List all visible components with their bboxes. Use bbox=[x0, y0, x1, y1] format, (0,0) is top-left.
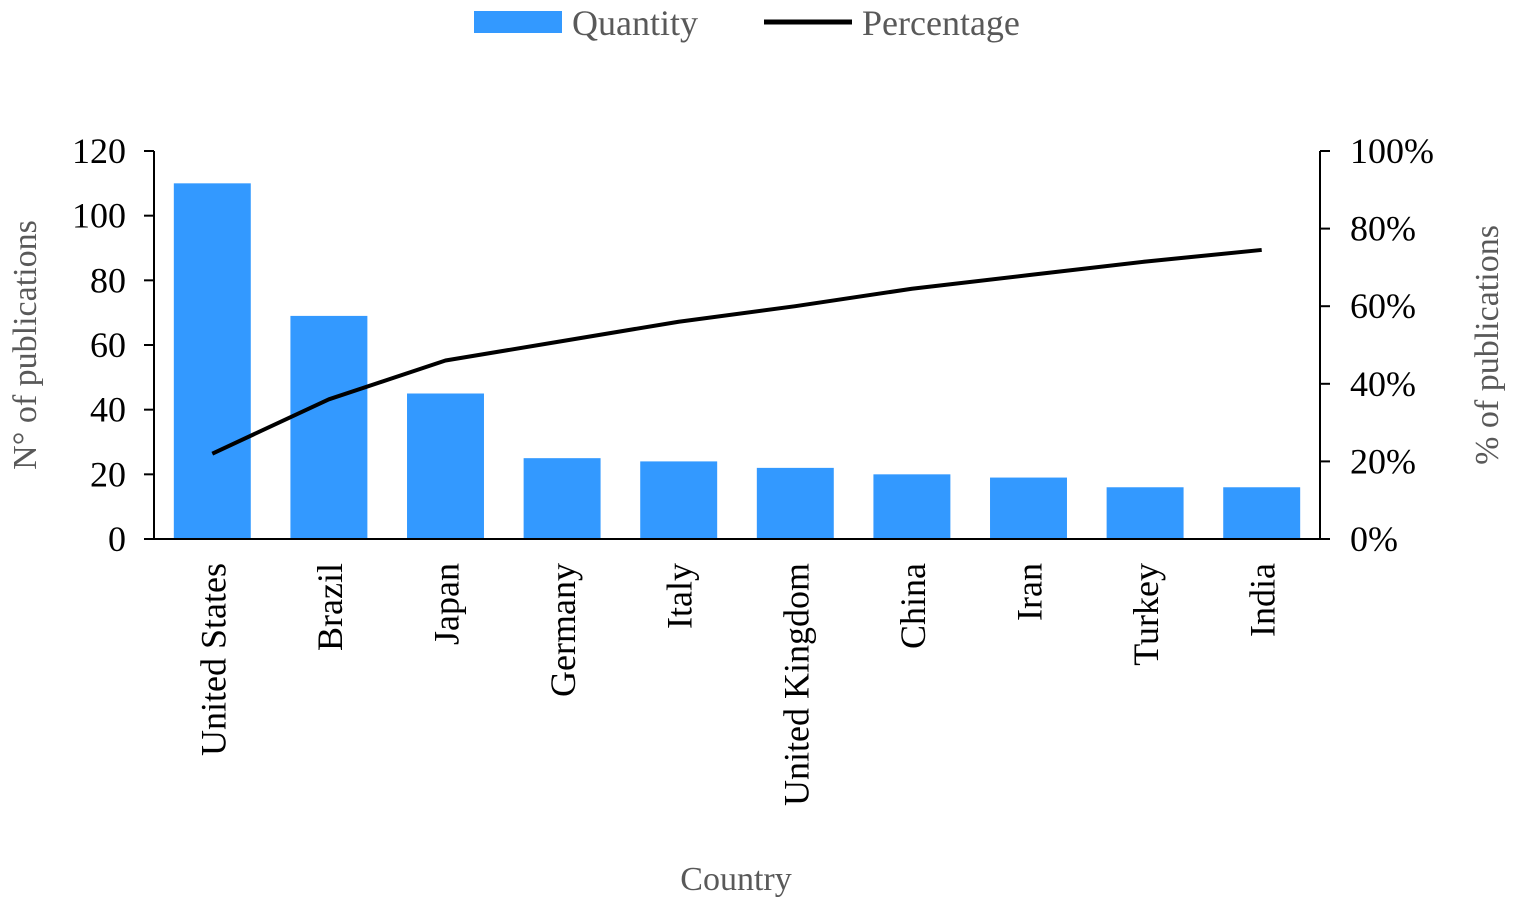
x-axis-title: Country bbox=[680, 861, 791, 898]
bar-1 bbox=[290, 315, 368, 539]
y2-tick-label: 0% bbox=[1350, 519, 1398, 559]
bars-layer bbox=[173, 183, 1301, 540]
y-tick-label: 120 bbox=[72, 131, 126, 171]
category-label: China bbox=[893, 563, 933, 649]
legend-swatch-quantity bbox=[474, 11, 562, 33]
series-line-percentage bbox=[211, 247, 1262, 456]
bar-6 bbox=[873, 474, 951, 539]
bar-4 bbox=[640, 461, 718, 539]
bar-7 bbox=[990, 477, 1067, 539]
bar-2 bbox=[407, 393, 484, 539]
line-layer bbox=[211, 247, 1262, 456]
category-label: United States bbox=[193, 563, 233, 756]
y-tick-label: 100 bbox=[72, 196, 126, 236]
legend-label-quantity: Quantity bbox=[572, 3, 698, 43]
y-tick-label: 20 bbox=[90, 454, 126, 494]
tick-labels: 0 20 40 60 80 100 120 0% 20% 40% 60% 80% 100% bbox=[72, 131, 1434, 559]
bar-9 bbox=[1223, 487, 1301, 539]
y-axis-title: N° of publications bbox=[7, 220, 44, 470]
y2-tick-label: 60% bbox=[1350, 286, 1416, 326]
y-tick-label: 0 bbox=[108, 519, 126, 559]
y-tick-label: 60 bbox=[90, 325, 126, 365]
y2-tick-label: 20% bbox=[1350, 441, 1416, 481]
category-label: Turkey bbox=[1126, 563, 1166, 666]
category-label: Iran bbox=[1010, 563, 1050, 621]
legend-label-percentage: Percentage bbox=[862, 3, 1020, 43]
bar-0 bbox=[173, 183, 251, 540]
category-label: Germany bbox=[543, 563, 583, 697]
y-tick-label: 40 bbox=[90, 390, 126, 430]
category-label: India bbox=[1243, 563, 1283, 637]
y2-tick-label: 40% bbox=[1350, 364, 1416, 404]
category-label: Italy bbox=[660, 563, 700, 629]
category-label: Japan bbox=[427, 563, 467, 645]
category-label: Brazil bbox=[310, 563, 350, 651]
y2-axis-title: % of publications bbox=[1469, 225, 1506, 465]
y-tick-label: 80 bbox=[90, 260, 126, 300]
bar-5 bbox=[756, 467, 834, 539]
category-label: United Kingdom bbox=[776, 563, 816, 806]
bar-3 bbox=[523, 458, 601, 539]
legend: Quantity Percentage bbox=[474, 3, 1020, 43]
category-labels: United States Brazil Japan Germany Italy Unit… bbox=[193, 563, 1282, 806]
y2-tick-label: 100% bbox=[1350, 131, 1434, 171]
bar-8 bbox=[1106, 487, 1184, 539]
y2-tick-label: 80% bbox=[1350, 209, 1416, 249]
